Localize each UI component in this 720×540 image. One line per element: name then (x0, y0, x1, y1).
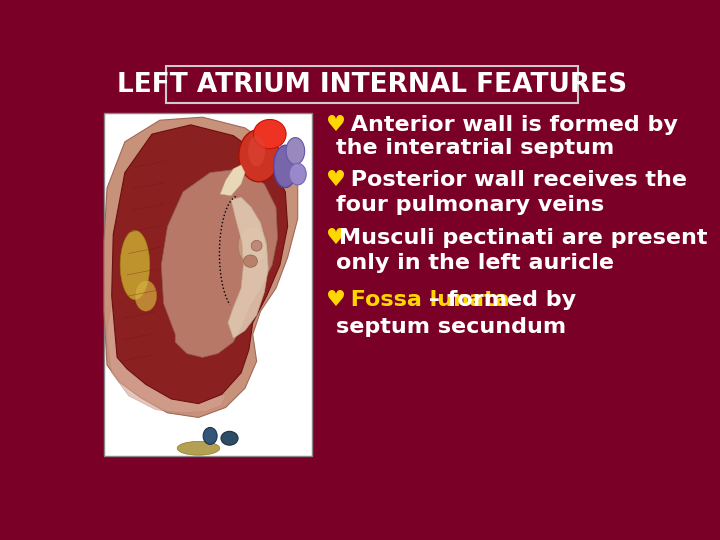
Polygon shape (228, 197, 269, 338)
Polygon shape (107, 303, 225, 413)
Ellipse shape (251, 240, 262, 251)
Ellipse shape (177, 441, 220, 455)
Text: ♥: ♥ (326, 170, 346, 190)
Text: – formed by: – formed by (421, 289, 576, 309)
Text: septum secundum: septum secundum (336, 316, 567, 336)
Ellipse shape (135, 280, 157, 311)
Text: Anterior wall is formed by: Anterior wall is formed by (343, 115, 678, 135)
Text: Musculi pectinati are present: Musculi pectinati are present (339, 228, 707, 248)
Polygon shape (104, 117, 297, 417)
Ellipse shape (248, 136, 265, 166)
Ellipse shape (289, 164, 306, 185)
Polygon shape (220, 165, 245, 195)
Ellipse shape (221, 431, 238, 445)
Bar (104, 113, 312, 456)
Ellipse shape (243, 255, 258, 267)
Text: Posterior wall receives the: Posterior wall receives the (343, 170, 688, 190)
Text: only in the left auricle: only in the left auricle (336, 253, 614, 273)
Text: the interatrial septum: the interatrial septum (336, 138, 615, 158)
Text: ♥: ♥ (326, 115, 346, 135)
Ellipse shape (286, 138, 305, 165)
Ellipse shape (238, 226, 267, 265)
Ellipse shape (239, 130, 279, 182)
Polygon shape (161, 168, 277, 357)
Text: ♥: ♥ (326, 228, 346, 248)
Polygon shape (112, 125, 287, 403)
Text: Fossa lunata: Fossa lunata (343, 289, 510, 309)
Text: four pulmonary veins: four pulmonary veins (336, 195, 605, 215)
Text: LEFT ATRIUM INTERNAL FEATURES: LEFT ATRIUM INTERNAL FEATURES (117, 72, 627, 98)
FancyBboxPatch shape (166, 66, 578, 103)
Ellipse shape (253, 119, 286, 148)
Ellipse shape (274, 145, 297, 187)
Text: ♥: ♥ (326, 289, 346, 309)
Ellipse shape (120, 231, 150, 300)
Ellipse shape (203, 428, 217, 444)
